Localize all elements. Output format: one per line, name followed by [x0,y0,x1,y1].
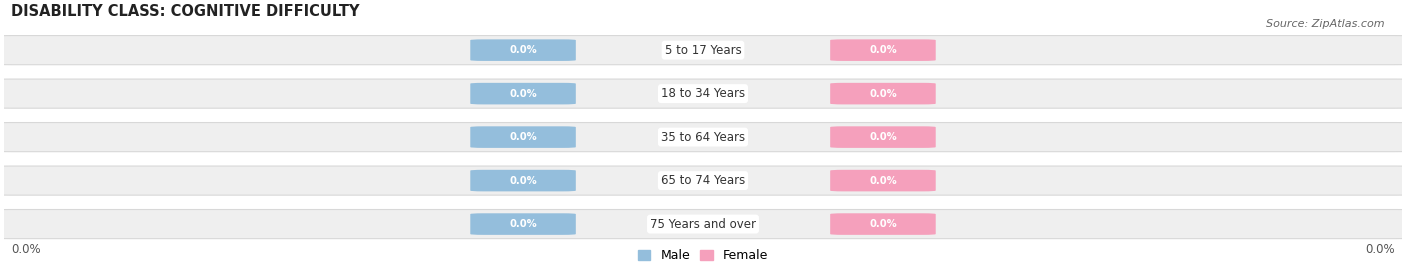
Text: 0.0%: 0.0% [869,132,897,142]
FancyBboxPatch shape [830,126,936,148]
FancyBboxPatch shape [470,170,576,191]
Text: 0.0%: 0.0% [509,45,537,55]
Text: 0.0%: 0.0% [509,89,537,99]
Text: 35 to 64 Years: 35 to 64 Years [661,131,745,144]
Text: 0.0%: 0.0% [1365,243,1395,256]
FancyBboxPatch shape [470,83,576,104]
FancyBboxPatch shape [0,79,1406,108]
FancyBboxPatch shape [830,170,936,191]
FancyBboxPatch shape [0,36,1406,65]
Text: 5 to 17 Years: 5 to 17 Years [665,44,741,57]
FancyBboxPatch shape [830,39,936,61]
Text: 18 to 34 Years: 18 to 34 Years [661,87,745,100]
FancyBboxPatch shape [470,39,576,61]
FancyBboxPatch shape [470,126,576,148]
FancyBboxPatch shape [0,123,1406,152]
FancyBboxPatch shape [830,213,936,235]
Text: 0.0%: 0.0% [509,176,537,186]
FancyBboxPatch shape [470,213,576,235]
Text: Source: ZipAtlas.com: Source: ZipAtlas.com [1267,19,1385,29]
Text: 75 Years and over: 75 Years and over [650,218,756,231]
Legend: Male, Female: Male, Female [633,244,773,267]
Text: 65 to 74 Years: 65 to 74 Years [661,174,745,187]
Text: 0.0%: 0.0% [509,219,537,229]
Text: DISABILITY CLASS: COGNITIVE DIFFICULTY: DISABILITY CLASS: COGNITIVE DIFFICULTY [11,4,360,19]
Text: 0.0%: 0.0% [509,132,537,142]
Text: 0.0%: 0.0% [869,45,897,55]
Text: 0.0%: 0.0% [869,176,897,186]
FancyBboxPatch shape [0,210,1406,239]
Text: 0.0%: 0.0% [11,243,41,256]
FancyBboxPatch shape [0,166,1406,195]
Text: 0.0%: 0.0% [869,219,897,229]
Text: 0.0%: 0.0% [869,89,897,99]
FancyBboxPatch shape [830,83,936,104]
